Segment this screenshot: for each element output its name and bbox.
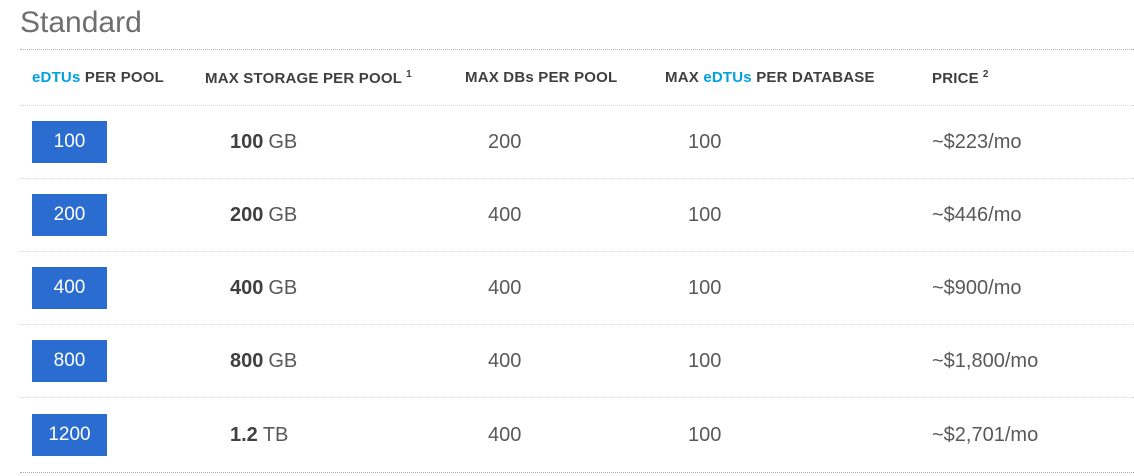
edtus-per-pool-cell: 800 <box>20 340 205 382</box>
header-text: PER DATABASE <box>751 69 875 86</box>
header-text: PER POOL <box>80 69 164 86</box>
edtus-per-pool-cell: 1200 <box>20 414 205 456</box>
footnote-marker: 1 <box>406 68 412 80</box>
max-edtus-per-db-cell: 100 <box>688 130 722 153</box>
header-text: MAX STORAGE PER POOL <box>205 69 403 87</box>
max-dbs-cell: 400 <box>488 423 522 446</box>
price-cell: ~$446/mo <box>932 203 1022 226</box>
max-edtus-per-db-cell: 100 <box>688 203 722 226</box>
header-edtus-per-pool: eDTUs PER POOL <box>20 69 205 86</box>
max-storage-cell: 100 GB <box>205 131 465 154</box>
table-row: 200 200 GB 400 100 ~$446/mo <box>20 179 1134 252</box>
edtus-per-pool-cell: 200 <box>20 194 205 236</box>
table-row: 400 400 GB 400 100 ~$900/mo <box>20 252 1134 325</box>
header-max-edtus-per-database: MAX eDTUs PER DATABASE <box>665 69 932 86</box>
storage-unit: GB <box>268 349 298 372</box>
storage-value: 200 <box>230 203 264 226</box>
max-storage-cell: 1.2 TB <box>205 424 465 447</box>
edtu-pool-button[interactable]: 800 <box>32 340 107 382</box>
storage-value: 400 <box>230 276 264 299</box>
header-accent-text: eDTUs <box>703 69 752 86</box>
max-dbs-cell: 400 <box>488 349 522 372</box>
footnote-marker: 2 <box>982 68 989 80</box>
max-dbs-cell: 400 <box>488 203 522 226</box>
header-text: MAX <box>665 69 704 86</box>
max-dbs-cell: 400 <box>488 276 522 299</box>
header-accent-text: eDTUs <box>32 69 81 86</box>
header-text: MAX DBs PER POOL <box>465 69 618 86</box>
price-cell: ~$223/mo <box>932 130 1022 153</box>
table-row: 100 100 GB 200 100 ~$223/mo <box>20 106 1134 179</box>
table-row: 800 800 GB 400 100 ~$1,800/mo <box>20 325 1134 398</box>
price-cell: ~$1,800/mo <box>932 349 1039 372</box>
storage-value: 100 <box>230 130 264 153</box>
max-storage-cell: 400 GB <box>205 277 465 300</box>
table-header-row: eDTUs PER POOL MAX STORAGE PER POOL 1 MAX… <box>20 50 1134 106</box>
header-max-dbs-per-pool: MAX DBs PER POOL <box>465 69 665 86</box>
price-cell: ~$900/mo <box>932 276 1022 299</box>
max-edtus-per-db-cell: 100 <box>688 349 722 372</box>
storage-unit: GB <box>268 276 298 299</box>
storage-unit: GB <box>268 130 298 153</box>
storage-unit: TB <box>262 423 289 446</box>
max-edtus-per-db-cell: 100 <box>688 276 722 299</box>
edtu-pool-button[interactable]: 400 <box>32 267 107 309</box>
max-edtus-per-db-cell: 100 <box>688 423 722 446</box>
max-dbs-cell: 200 <box>488 130 522 153</box>
edtu-pool-button[interactable]: 200 <box>32 194 107 236</box>
storage-value: 800 <box>230 349 264 372</box>
pricing-table: eDTUs PER POOL MAX STORAGE PER POOL 1 MAX… <box>20 50 1134 473</box>
title-divider <box>20 49 1134 50</box>
header-text: PRICE <box>932 69 979 87</box>
header-max-storage-per-pool: MAX STORAGE PER POOL 1 <box>205 69 465 87</box>
price-cell: ~$2,701/mo <box>932 423 1039 446</box>
page-title: Standard <box>20 6 142 39</box>
max-storage-cell: 200 GB <box>205 204 465 227</box>
edtus-per-pool-cell: 400 <box>20 267 205 309</box>
storage-unit: GB <box>268 203 298 226</box>
edtu-pool-button[interactable]: 1200 <box>32 414 107 456</box>
table-row: 1200 1.2 TB 400 100 ~$2,701/mo <box>20 398 1134 473</box>
max-storage-cell: 800 GB <box>205 350 465 373</box>
storage-value: 1.2 <box>230 423 258 446</box>
edtus-per-pool-cell: 100 <box>20 121 205 163</box>
edtu-pool-button[interactable]: 100 <box>32 121 107 163</box>
header-price: PRICE 2 <box>932 69 1134 87</box>
